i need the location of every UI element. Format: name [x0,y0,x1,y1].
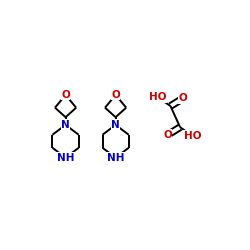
Text: NH: NH [107,153,124,163]
Text: O: O [61,90,70,100]
Text: N: N [111,120,120,130]
Text: NH: NH [57,153,74,163]
Text: HO: HO [184,131,201,141]
Text: O: O [178,93,187,103]
Text: HO: HO [149,92,167,102]
Text: O: O [111,90,120,100]
Text: N: N [61,120,70,130]
Text: O: O [163,130,172,140]
